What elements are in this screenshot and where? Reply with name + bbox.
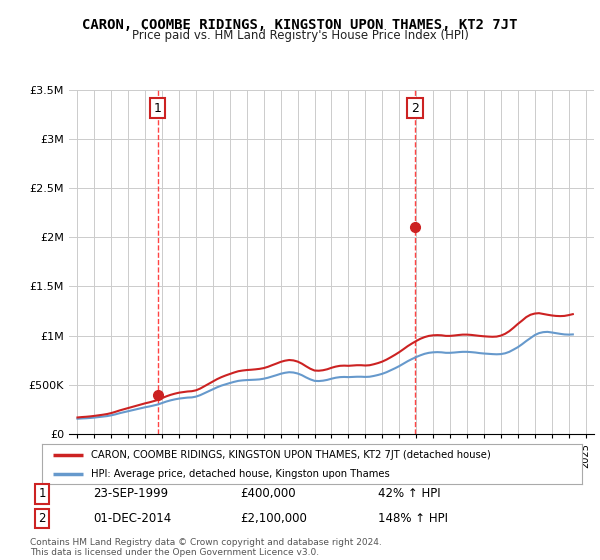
Text: 2: 2 (38, 512, 46, 525)
Text: £2,100,000: £2,100,000 (240, 512, 307, 525)
Text: 148% ↑ HPI: 148% ↑ HPI (378, 512, 448, 525)
Text: HPI: Average price, detached house, Kingston upon Thames: HPI: Average price, detached house, King… (91, 469, 389, 478)
Text: £400,000: £400,000 (240, 487, 296, 501)
Text: CARON, COOMBE RIDINGS, KINGSTON UPON THAMES, KT2 7JT (detached house): CARON, COOMBE RIDINGS, KINGSTON UPON THA… (91, 450, 490, 460)
Text: 2: 2 (411, 102, 419, 115)
Text: 42% ↑ HPI: 42% ↑ HPI (378, 487, 440, 501)
Text: Contains HM Land Registry data © Crown copyright and database right 2024.
This d: Contains HM Land Registry data © Crown c… (30, 538, 382, 557)
Text: 1: 1 (38, 487, 46, 501)
Text: 23-SEP-1999: 23-SEP-1999 (93, 487, 168, 501)
Text: Price paid vs. HM Land Registry's House Price Index (HPI): Price paid vs. HM Land Registry's House … (131, 29, 469, 42)
Text: 1: 1 (154, 102, 161, 115)
Text: 01-DEC-2014: 01-DEC-2014 (93, 512, 171, 525)
Text: CARON, COOMBE RIDINGS, KINGSTON UPON THAMES, KT2 7JT: CARON, COOMBE RIDINGS, KINGSTON UPON THA… (82, 18, 518, 32)
